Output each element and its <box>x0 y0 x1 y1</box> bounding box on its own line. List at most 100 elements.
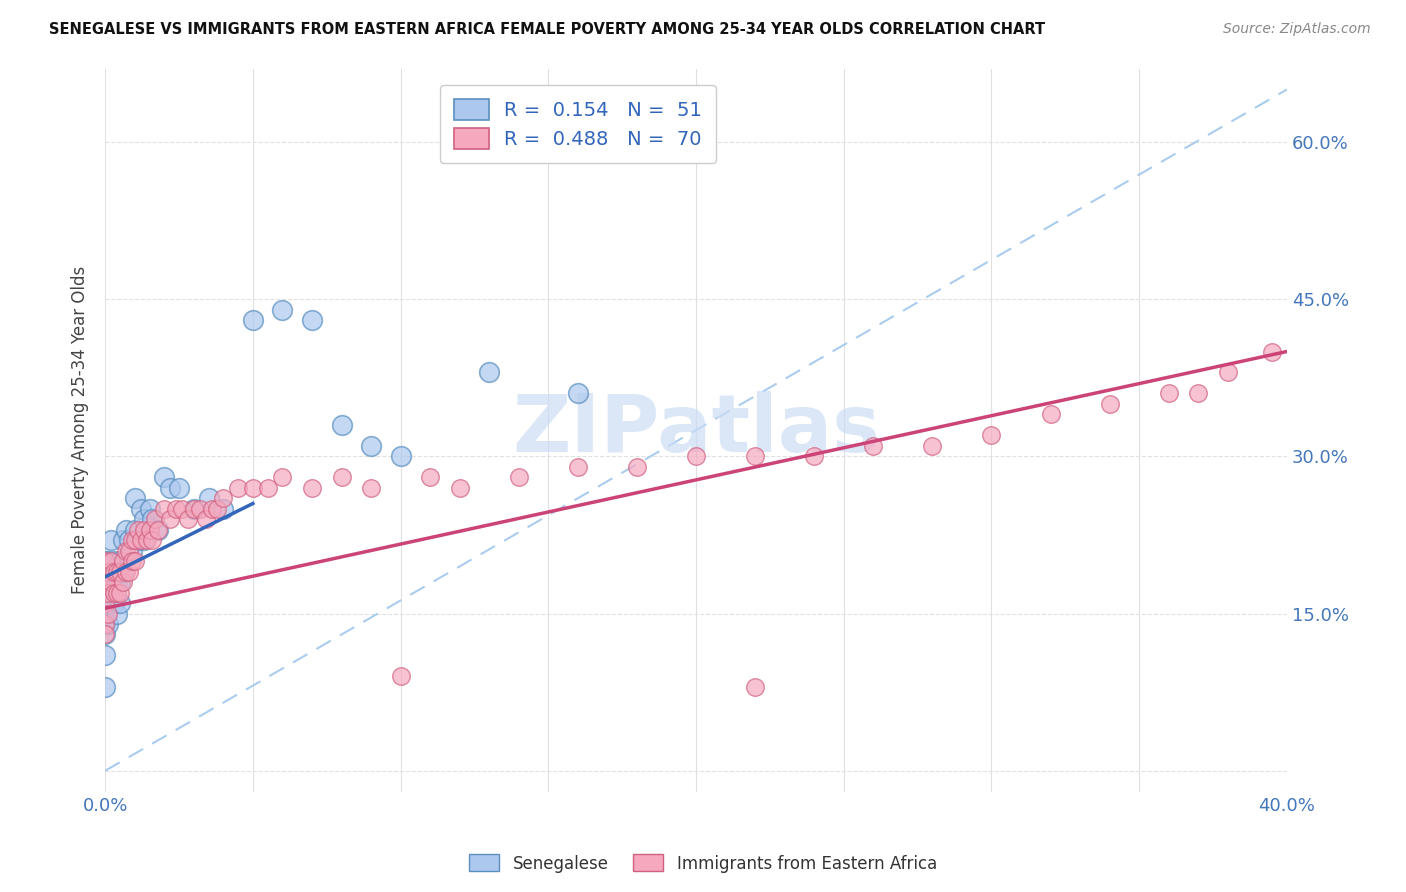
Point <box>685 450 707 464</box>
Point <box>94 554 117 568</box>
Point <box>118 543 141 558</box>
Point <box>167 481 190 495</box>
Point <box>103 585 125 599</box>
Point <box>108 575 131 590</box>
Point <box>100 554 122 568</box>
Point <box>271 470 294 484</box>
Point <box>177 512 200 526</box>
Point <box>100 585 122 599</box>
Point <box>97 565 120 579</box>
Point <box>207 501 229 516</box>
Point <box>94 627 117 641</box>
Point <box>170 501 193 516</box>
Point <box>165 501 187 516</box>
Point <box>94 617 117 632</box>
Point <box>226 481 249 495</box>
Point <box>148 523 170 537</box>
Point <box>108 585 131 599</box>
Point <box>108 565 131 579</box>
Point <box>980 428 1002 442</box>
Point <box>301 313 323 327</box>
Point <box>115 543 138 558</box>
Text: ZIPatlas: ZIPatlas <box>512 391 880 469</box>
Point <box>94 575 117 590</box>
Point <box>449 481 471 495</box>
Point <box>100 565 122 579</box>
Point <box>153 501 176 516</box>
Point <box>330 417 353 432</box>
Point <box>744 680 766 694</box>
Point <box>197 491 219 506</box>
Point <box>256 481 278 495</box>
Point <box>124 523 146 537</box>
Point <box>360 439 382 453</box>
Point <box>94 680 117 694</box>
Point <box>508 470 530 484</box>
Point <box>103 565 125 579</box>
Point <box>1039 408 1062 422</box>
Point <box>389 669 412 683</box>
Point <box>1261 344 1284 359</box>
Text: SENEGALESE VS IMMIGRANTS FROM EASTERN AFRICA FEMALE POVERTY AMONG 25-34 YEAR OLD: SENEGALESE VS IMMIGRANTS FROM EASTERN AF… <box>49 22 1045 37</box>
Point <box>135 533 157 548</box>
Point <box>389 450 412 464</box>
Point <box>129 533 152 548</box>
Point <box>105 575 128 590</box>
Point <box>271 302 294 317</box>
Point <box>183 501 205 516</box>
Point <box>567 386 589 401</box>
Point <box>118 533 141 548</box>
Point <box>100 533 122 548</box>
Point <box>108 554 131 568</box>
Point <box>478 366 501 380</box>
Point <box>124 554 146 568</box>
Point <box>121 533 143 548</box>
Point <box>103 575 125 590</box>
Point <box>1187 386 1209 401</box>
Point <box>105 607 128 621</box>
Legend: Senegalese, Immigrants from Eastern Africa: Senegalese, Immigrants from Eastern Afri… <box>463 847 943 880</box>
Point <box>626 459 648 474</box>
Point <box>200 501 222 516</box>
Legend: R =  0.154   N =  51, R =  0.488   N =  70: R = 0.154 N = 51, R = 0.488 N = 70 <box>440 86 716 163</box>
Point <box>127 523 149 537</box>
Point <box>212 501 235 516</box>
Point <box>921 439 943 453</box>
Point <box>567 459 589 474</box>
Point <box>242 313 264 327</box>
Point <box>103 596 125 610</box>
Point <box>159 512 181 526</box>
Point <box>97 596 120 610</box>
Point <box>103 554 125 568</box>
Point <box>94 575 117 590</box>
Point <box>141 533 163 548</box>
Point <box>188 501 211 516</box>
Point <box>1216 366 1239 380</box>
Point <box>100 575 122 590</box>
Point <box>97 585 120 599</box>
Point <box>1098 397 1121 411</box>
Point <box>115 565 138 579</box>
Point <box>744 450 766 464</box>
Point <box>94 554 117 568</box>
Point <box>111 565 134 579</box>
Point <box>145 512 167 526</box>
Point <box>159 481 181 495</box>
Text: Source: ZipAtlas.com: Source: ZipAtlas.com <box>1223 22 1371 37</box>
Point <box>803 450 825 464</box>
Point <box>148 523 170 537</box>
Point <box>183 501 205 516</box>
Point <box>124 533 146 548</box>
Point <box>94 596 117 610</box>
Point <box>121 543 143 558</box>
Point <box>862 439 884 453</box>
Point <box>301 481 323 495</box>
Point <box>108 596 131 610</box>
Point <box>105 585 128 599</box>
Point <box>194 512 217 526</box>
Point <box>105 565 128 579</box>
Point <box>132 512 155 526</box>
Point <box>242 481 264 495</box>
Point <box>141 512 163 526</box>
Point <box>138 501 160 516</box>
